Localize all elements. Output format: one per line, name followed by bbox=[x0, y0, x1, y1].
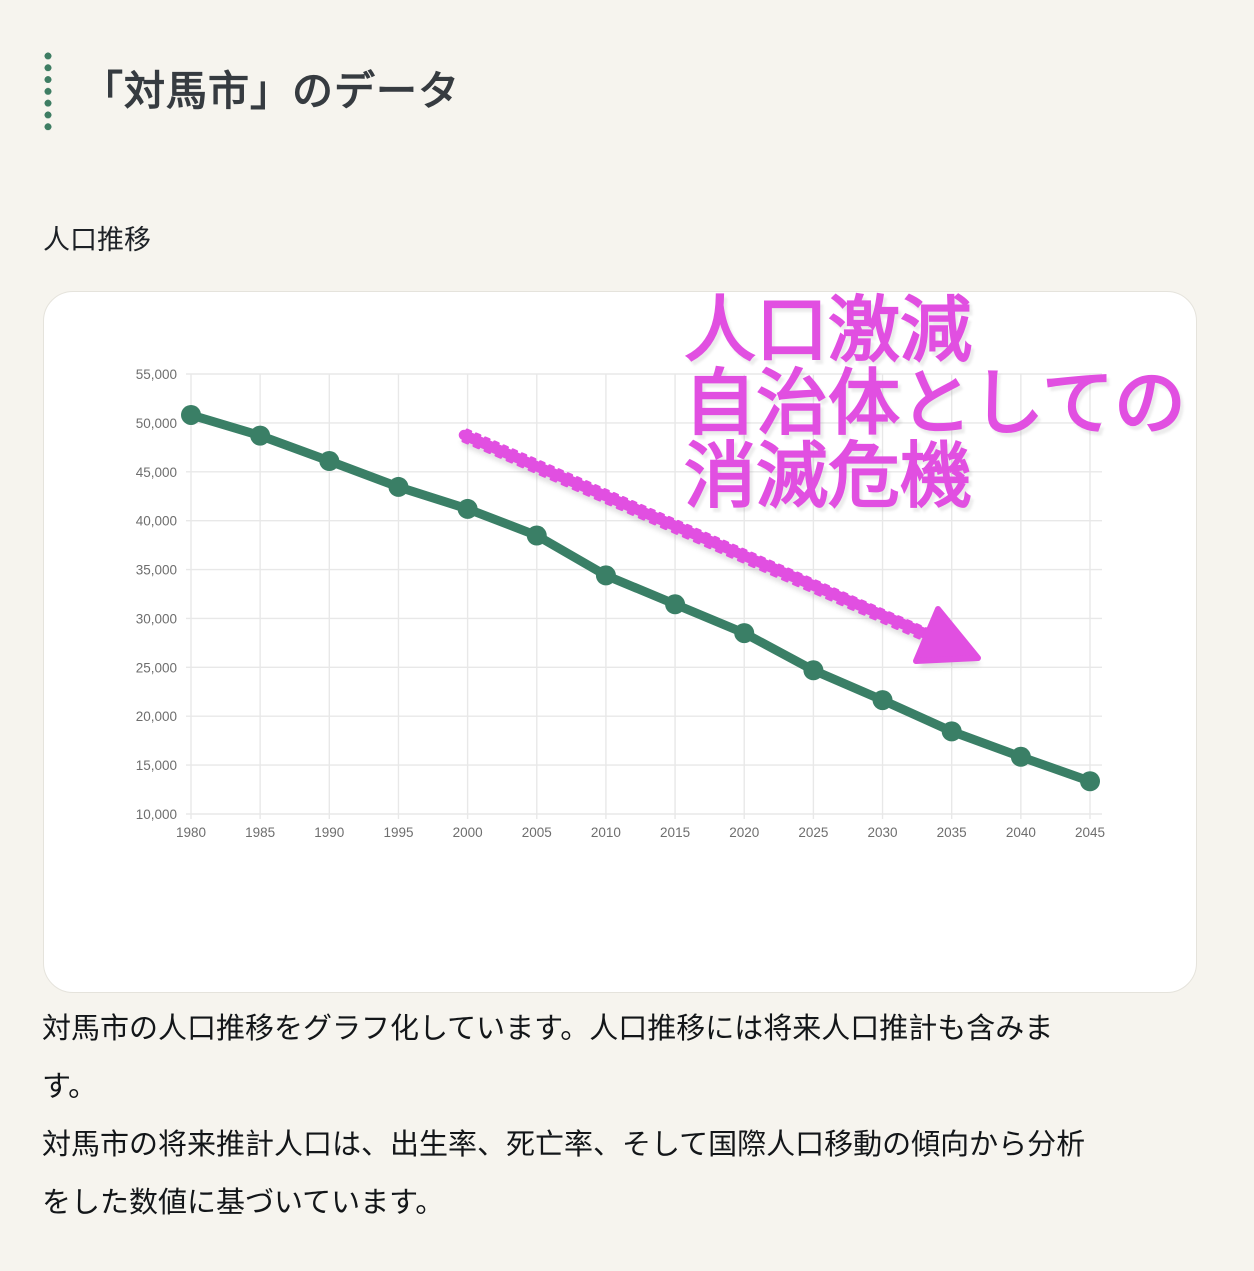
svg-text:1990: 1990 bbox=[314, 825, 344, 840]
svg-text:1985: 1985 bbox=[245, 825, 275, 840]
data-point bbox=[734, 623, 755, 644]
svg-text:15,000: 15,000 bbox=[136, 758, 177, 773]
svg-text:2005: 2005 bbox=[522, 825, 552, 840]
annotation-line: 自治体としての bbox=[684, 364, 1186, 444]
data-point bbox=[941, 721, 962, 742]
svg-text:25,000: 25,000 bbox=[136, 660, 177, 675]
data-point bbox=[1080, 771, 1100, 792]
svg-text:2040: 2040 bbox=[1006, 825, 1036, 840]
svg-text:1995: 1995 bbox=[383, 825, 413, 840]
y-axis-labels: 10,000 15,000 20,000 25,000 30,000 35,000 40,0… bbox=[136, 367, 177, 822]
svg-text:2045: 2045 bbox=[1075, 825, 1105, 840]
dotted-accent-decoration bbox=[44, 50, 52, 132]
chart-description: 対馬市の人口推移をグラフ化しています。人口推移には将来人口推計も含みま す。 対… bbox=[42, 1000, 1217, 1232]
svg-text:55,000: 55,000 bbox=[136, 367, 177, 382]
annotation-arrow bbox=[458, 428, 981, 668]
svg-text:2030: 2030 bbox=[868, 825, 898, 840]
svg-text:2000: 2000 bbox=[453, 825, 483, 840]
svg-text:50,000: 50,000 bbox=[136, 416, 177, 431]
data-point bbox=[872, 690, 893, 711]
x-axis-labels: 1980 1985 1990 1995 2000 2005 2010 2015 2020 2025… bbox=[176, 825, 1105, 840]
data-point bbox=[319, 451, 340, 472]
data-point bbox=[803, 660, 824, 681]
data-point bbox=[665, 594, 686, 615]
section-label: 人口推移 bbox=[43, 225, 151, 255]
svg-text:30,000: 30,000 bbox=[136, 611, 177, 626]
svg-text:10,000: 10,000 bbox=[136, 807, 177, 822]
data-point bbox=[1010, 746, 1031, 767]
population-line-chart: 10,000 15,000 20,000 25,000 30,000 35,000 40,0… bbox=[136, 367, 1105, 840]
data-point bbox=[457, 498, 478, 519]
svg-text:35,000: 35,000 bbox=[136, 563, 177, 578]
svg-text:1980: 1980 bbox=[176, 825, 206, 840]
svg-text:40,000: 40,000 bbox=[136, 514, 177, 529]
svg-text:2025: 2025 bbox=[798, 825, 828, 840]
data-point bbox=[526, 525, 547, 546]
data-point bbox=[181, 404, 201, 425]
svg-text:2035: 2035 bbox=[937, 825, 967, 840]
svg-text:20,000: 20,000 bbox=[136, 709, 177, 724]
annotation-text: 人口激減 自治体としての 消滅危機 bbox=[684, 295, 1186, 514]
description-paragraph: 対馬市の人口推移をグラフ化しています。人口推移には将来人口推計も含みま す。 bbox=[42, 1013, 1054, 1103]
page-title: 「対馬市」のデータ bbox=[82, 68, 460, 114]
population-series bbox=[181, 404, 1100, 792]
annotation-line: 消滅危機 bbox=[684, 437, 973, 517]
annotation-line: 人口激減 bbox=[684, 291, 973, 371]
svg-text:2010: 2010 bbox=[591, 825, 621, 840]
svg-text:2020: 2020 bbox=[729, 825, 759, 840]
chart-card: 10,000 15,000 20,000 25,000 30,000 35,000 40,0… bbox=[43, 291, 1197, 993]
data-point bbox=[595, 565, 616, 586]
svg-text:2015: 2015 bbox=[660, 825, 690, 840]
data-point bbox=[388, 476, 409, 497]
svg-text:45,000: 45,000 bbox=[136, 465, 177, 480]
description-paragraph: 対馬市の将来推計人口は、出生率、死亡率、そして国際人口移動の傾向から分析 をした… bbox=[42, 1129, 1086, 1219]
data-point bbox=[250, 425, 271, 446]
